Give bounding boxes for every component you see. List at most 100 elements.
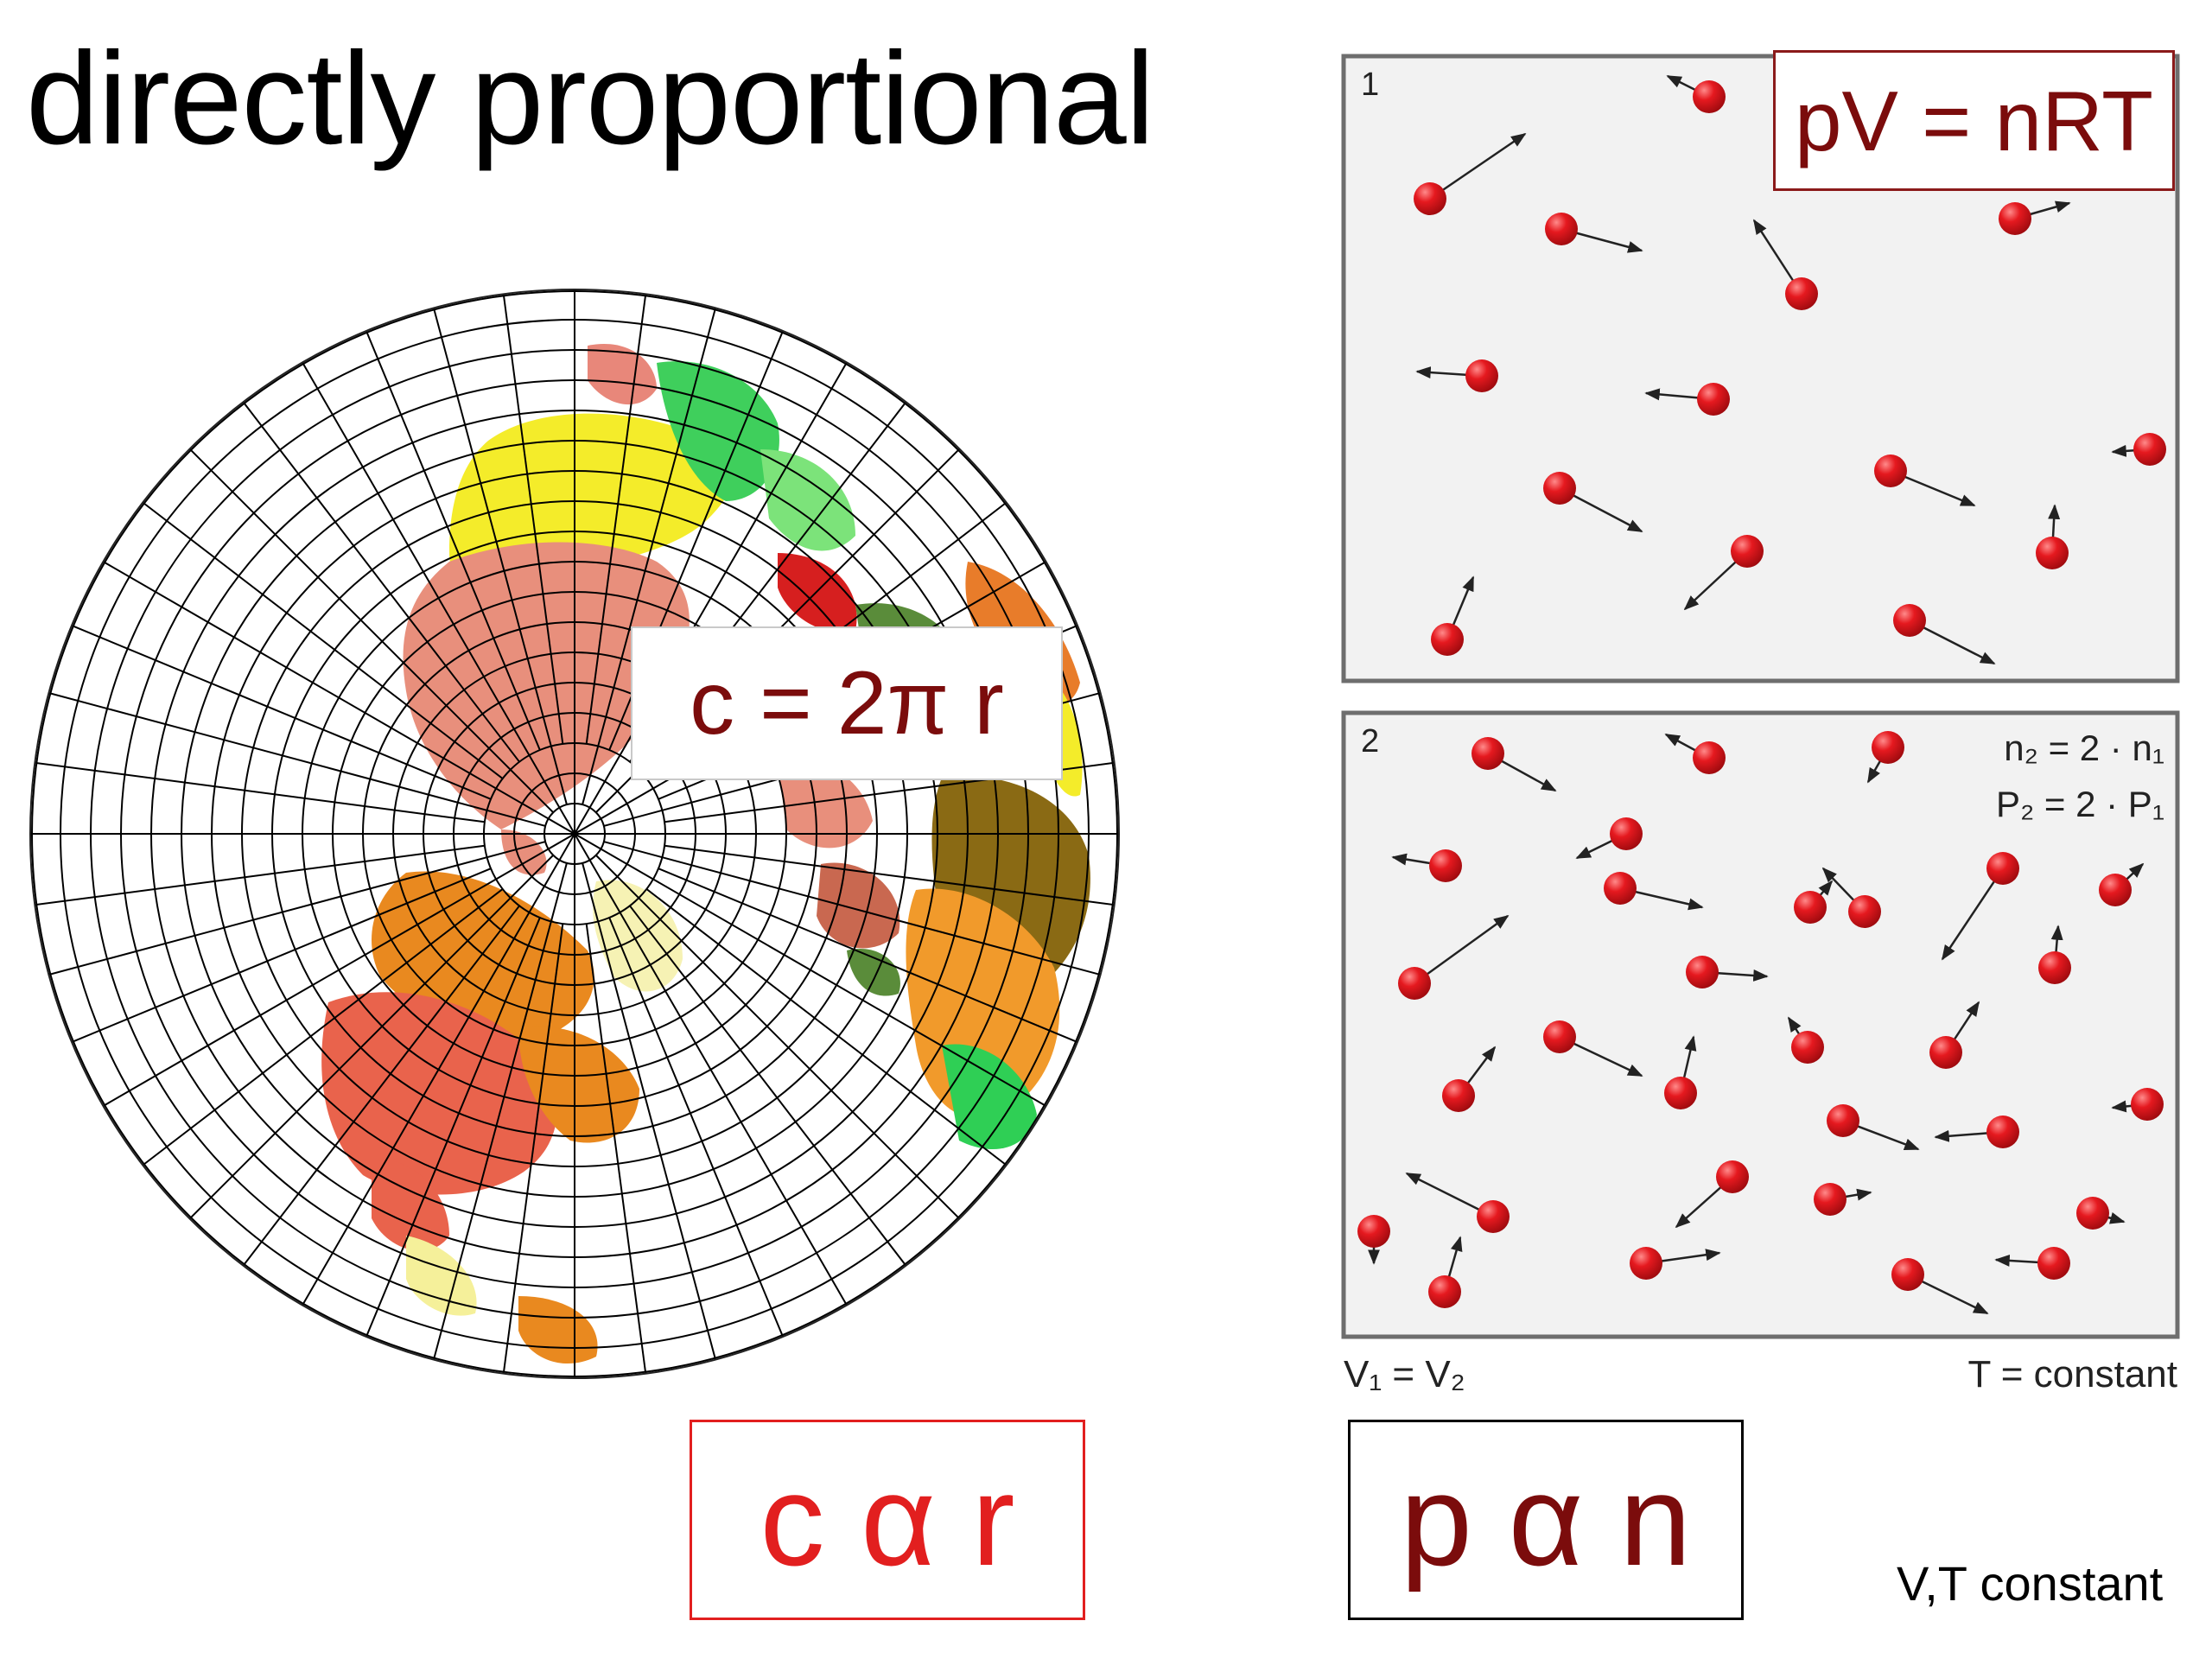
gas-molecule <box>1610 817 1643 850</box>
gas-molecule <box>1794 891 1827 924</box>
meridian-line <box>297 354 575 835</box>
velocity-arrow <box>1429 132 1527 200</box>
gas-molecule <box>1630 1247 1662 1280</box>
gas-molecule <box>1543 472 1576 505</box>
gas-molecule <box>2037 1247 2070 1280</box>
panel-2-molecules <box>1357 731 2164 1315</box>
gas-molecule <box>1664 1077 1697 1109</box>
gas-molecule <box>1986 1116 2019 1148</box>
meridian-line <box>501 923 564 1378</box>
gas-molecule <box>1357 1215 1390 1248</box>
gas-molecule <box>1716 1160 1749 1193</box>
meridian-line <box>95 833 575 1111</box>
meridian-line <box>237 905 520 1274</box>
gas-proportion-box: p α n <box>1348 1420 1744 1620</box>
polar-globe-map <box>29 289 1120 1379</box>
meridian-line <box>501 289 564 745</box>
graticule <box>30 289 1119 1378</box>
panel-1-molecules <box>1414 74 2166 665</box>
gas-molecule <box>1414 182 1446 215</box>
gas-molecule <box>1465 359 1498 392</box>
gas-molecule <box>1697 383 1730 416</box>
meridian-line <box>237 394 520 763</box>
gas-molecule <box>1431 623 1464 656</box>
gas-molecule <box>1693 741 1726 774</box>
circle-proportion-box: c α r <box>690 1420 1085 1620</box>
gas-molecule <box>1891 1258 1924 1291</box>
gas-molecule <box>1731 535 1764 568</box>
gas-molecule <box>1814 1183 1847 1216</box>
n-relation-label: n₂ = 2 · n₁ <box>2004 728 2164 768</box>
volume-relation-label: V₁ = V₂ <box>1344 1353 1465 1395</box>
slide-title: directly proportional <box>26 25 1154 172</box>
panel-1-label: 1 <box>1361 67 1379 103</box>
gas-panel-2: 2 n₂ = 2 · n₁ P₂ = 2 · P₁ <box>1341 710 2180 1339</box>
gas-molecule <box>1398 967 1431 1000</box>
velocity-arrow <box>1414 914 1510 985</box>
gas-molecule <box>1477 1200 1510 1233</box>
meridian-line <box>362 917 541 1345</box>
meridian-line <box>182 442 554 813</box>
gas-molecule <box>1686 956 1719 988</box>
meridian-line <box>63 621 492 800</box>
meridian-line <box>430 299 568 805</box>
gas-molecule <box>1785 277 1818 310</box>
velocity-arrow <box>1941 868 2005 961</box>
gas-molecule <box>2076 1197 2109 1230</box>
meridian-line <box>135 888 504 1172</box>
gas-molecule <box>1986 852 2019 885</box>
gas-molecule <box>1929 1036 1962 1069</box>
gas-molecule <box>2133 433 2166 466</box>
gas-molecule <box>2038 951 2071 984</box>
gas-molecule <box>2036 537 2069 569</box>
gas-molecule <box>1471 737 1504 770</box>
gas-molecule <box>1442 1079 1475 1112</box>
meridian-line <box>574 354 852 835</box>
gas-molecule <box>1543 1020 1576 1053</box>
panel-2-label: 2 <box>1361 723 1379 760</box>
meridian-line <box>585 923 648 1378</box>
meridian-line <box>63 868 492 1046</box>
meridian-line <box>182 855 554 1226</box>
meridian-line <box>582 862 719 1369</box>
gas-molecule <box>1604 872 1637 905</box>
gas-molecule <box>1545 213 1578 245</box>
gas-molecule <box>1848 895 1881 928</box>
meridian-line <box>603 841 1109 978</box>
meridian-line <box>95 556 575 835</box>
meridian-line <box>40 690 546 827</box>
meridian-line <box>582 299 719 805</box>
meridian-line <box>595 855 967 1226</box>
meridian-line <box>664 844 1119 907</box>
meridian-line <box>574 833 1054 1111</box>
temperature-relation-label: T = constant <box>1967 1353 2177 1395</box>
meridian-line <box>30 760 486 823</box>
gas-molecule <box>1999 202 2031 235</box>
circumference-formula-box: c = 2π r <box>631 626 1063 780</box>
gas-panel-1: 1 <box>1341 54 2180 683</box>
gas-molecule <box>1428 1275 1461 1308</box>
meridian-line <box>30 844 486 907</box>
gas-molecule <box>2099 874 2132 906</box>
gas-molecule <box>1874 454 1907 487</box>
gas-molecule <box>1872 731 1904 764</box>
meridian-line <box>608 917 787 1345</box>
meridian-line <box>40 841 546 978</box>
gas-molecule <box>2131 1088 2164 1121</box>
meridian-line <box>574 833 852 1313</box>
gas-molecule <box>1827 1104 1859 1137</box>
meridian-line <box>645 888 1014 1172</box>
p-relation-label: P₂ = 2 · P₁ <box>1996 784 2164 824</box>
constant-conditions-note: V,T constant <box>1897 1556 2164 1611</box>
meridian-line <box>430 862 568 1369</box>
meridian-line <box>658 868 1086 1046</box>
meridian-line <box>585 289 648 745</box>
ideal-gas-law-box: pV = nRT <box>1773 50 2175 191</box>
gas-molecule <box>1791 1031 1824 1064</box>
meridian-line <box>297 833 575 1313</box>
gas-molecule <box>1893 604 1926 637</box>
meridian-line <box>629 905 912 1274</box>
gas-molecule <box>1693 80 1726 113</box>
meridian-line <box>362 322 541 751</box>
